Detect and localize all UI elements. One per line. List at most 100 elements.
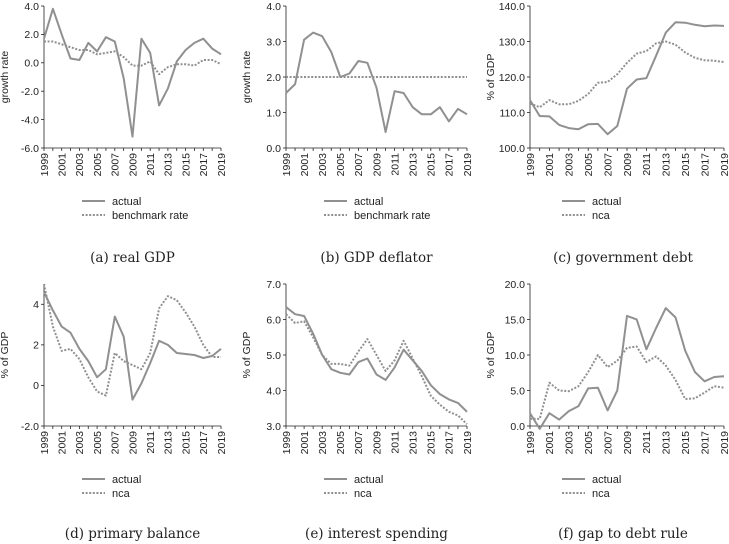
chart-d-xtick-label: 2005 <box>92 431 104 455</box>
chart-b-xtick-label: 2001 <box>299 153 311 177</box>
chart-a-xtick-label: 2009 <box>127 153 139 177</box>
chart-a-legend-label: actual <box>112 196 141 208</box>
chart-a-ylabel: growth rate <box>0 51 11 104</box>
chart-e-series-actual <box>285 306 468 413</box>
chart-a: -6.0 -4.0 -2.0 0.0 2.0 4.0 growth rate 1999 2001… <box>0 1 228 266</box>
chart-e-xtick-label: 2017 <box>444 431 456 455</box>
chart-a-series-actual <box>43 7 222 138</box>
chart-e-xtick-label: 2005 <box>335 431 347 455</box>
chart-b-ytick-label: 3.0 <box>266 36 281 48</box>
chart-f-legend-label: nca <box>592 488 611 500</box>
chart-d-xtick-label: 2001 <box>57 431 69 455</box>
chart-b-xtick-label: 2013 <box>408 153 420 177</box>
chart-f-xtick-label: 2019 <box>719 431 729 455</box>
chart-d-xtick-label: 2011 <box>145 431 157 454</box>
chart-e-ytick-label: 5.0 <box>266 350 281 362</box>
chart-d-ytick-label: 2 <box>33 340 39 352</box>
chart-a-series-benchmark-rate <box>44 40 222 76</box>
chart-b-xtick-label: 2019 <box>462 153 474 177</box>
chart-a-xtick-label: 2019 <box>216 153 228 177</box>
chart-f-xtick-label: 2013 <box>661 431 673 455</box>
chart-c: 100.0 110.0 120.0 130.0 140.0 % of GDP 1999 200… <box>485 1 729 266</box>
chart-f-xtick-label: 2003 <box>564 431 576 455</box>
chart-c-ytick-label: 140.0 <box>499 1 525 13</box>
chart-e-xtick-label: 2019 <box>462 431 474 455</box>
chart-c-ytick-label: 100.0 <box>499 143 525 155</box>
chart-c-xtick-label: 2013 <box>661 153 673 177</box>
chart-c-xtick-label: 2011 <box>641 153 653 176</box>
chart-e-xtick-label: 2009 <box>371 431 383 455</box>
chart-b-xtick-label: 2003 <box>317 153 329 177</box>
chart-d: -2.0 0 2 4 % of GDP 1999 2001 2003 2005 2007 2009 2… <box>0 283 228 542</box>
chart-c-xtick-label: 2009 <box>622 153 634 177</box>
chart-d-caption: (d) primary balance <box>65 526 200 542</box>
chart-c-legend-label: nca <box>592 210 611 222</box>
chart-e-caption: (e) interest spending <box>305 526 448 542</box>
chart-e-xtick-label: 1999 <box>281 431 293 455</box>
chart-b-xtick-label: 1999 <box>281 153 293 177</box>
chart-b-xtick-label: 2015 <box>426 153 438 177</box>
chart-e-xtick-label: 2013 <box>408 431 420 455</box>
chart-b: 0.0 1.0 2.0 3.0 4.0 growth rate 1999 2001 2003 20… <box>241 1 474 266</box>
chart-a-xtick-label: 2001 <box>57 153 69 177</box>
chart-f-ytick-label: 0.0 <box>510 421 525 433</box>
chart-e-legend-label: actual <box>354 474 383 486</box>
chart-b-xtick-label: 2007 <box>353 153 365 177</box>
chart-d-xtick-label: 2019 <box>216 431 228 455</box>
chart-f-legend-label: actual <box>592 474 621 486</box>
chart-e-legend-label: nca <box>354 488 373 500</box>
chart-e-series-nca <box>285 313 468 425</box>
chart-b-ytick-label: 4.0 <box>266 1 281 13</box>
chart-c-xtick-label: 2007 <box>602 153 614 177</box>
chart-c-xtick-label: 2017 <box>699 153 711 177</box>
chart-d-xtick-label: 2003 <box>74 431 86 455</box>
chart-c-xtick-label: 2001 <box>544 153 556 177</box>
chart-e-xtick-label: 2011 <box>389 431 401 454</box>
chart-d-xtick-label: 2017 <box>198 431 210 455</box>
chart-d-ytick-label: -2.0 <box>21 421 39 433</box>
chart-c-ylabel: % of GDP <box>485 54 497 101</box>
chart-e-ytick-label: 3.0 <box>266 421 281 433</box>
chart-e-xtick-label: 2007 <box>353 431 365 455</box>
chart-e-ytick-label: 7.0 <box>266 279 281 291</box>
chart-c-legend-label: actual <box>592 196 621 208</box>
chart-a-xtick-label: 2003 <box>74 153 86 177</box>
chart-f-xtick-label: 2005 <box>583 431 595 455</box>
chart-f-xtick-label: 1999 <box>525 431 537 455</box>
chart-d-xtick-label: 2013 <box>163 431 175 455</box>
chart-d-xtick-label: 1999 <box>39 431 51 455</box>
chart-e-xtick-label: 2015 <box>426 431 438 455</box>
chart-b-ytick-label: 0.0 <box>266 143 281 155</box>
chart-a-xtick-label: 2005 <box>92 153 104 177</box>
chart-c-ytick-label: 130.0 <box>499 36 525 48</box>
chart-e-xtick-label: 2003 <box>317 431 329 455</box>
chart-b-caption: (b) GDP deflator <box>320 250 433 266</box>
chart-b-xtick-label: 2005 <box>335 153 347 177</box>
chart-e-ytick-label: 6.0 <box>266 314 281 326</box>
chart-f-ytick-label: 5.0 <box>510 385 525 397</box>
chart-d-xtick-label: 2015 <box>180 431 192 455</box>
chart-f-ytick-label: 10.0 <box>505 350 526 362</box>
chart-b-xtick-label: 2017 <box>444 153 456 177</box>
chart-a-xtick-label: 2013 <box>163 153 175 177</box>
chart-c-xtick-label: 2015 <box>680 153 692 177</box>
chart-b-series-actual <box>285 31 468 133</box>
chart-f-series-nca <box>530 345 725 420</box>
chart-d-ytick-label: 4 <box>33 299 39 311</box>
chart-f-ytick-label: 15.0 <box>505 314 526 326</box>
chart-c-xtick-label: 2003 <box>564 153 576 177</box>
chart-f-xtick-label: 2017 <box>699 431 711 455</box>
chart-e-xtick-label: 2001 <box>299 431 311 455</box>
chart-f-xtick-label: 2007 <box>602 431 614 455</box>
chart-a-ytick-label: 0.0 <box>24 58 39 70</box>
chart-b-ytick-label: 1.0 <box>266 107 281 119</box>
chart-d-xtick-label: 2007 <box>110 431 122 455</box>
chart-a-xtick-label: 2011 <box>145 153 157 176</box>
chart-a-legend-label: benchmark rate <box>112 210 188 222</box>
chart-c-series-actual <box>529 21 725 136</box>
chart-a-xtick-label: 1999 <box>39 153 51 177</box>
chart-f-ylabel: % of GDP <box>485 332 497 379</box>
chart-d-ytick-label: 0 <box>33 380 39 392</box>
chart-c-caption: (c) government debt <box>553 250 693 266</box>
chart-f: 0.0 5.0 10.0 15.0 20.0 % of GDP 1999 2001 2003 20… <box>485 279 729 542</box>
